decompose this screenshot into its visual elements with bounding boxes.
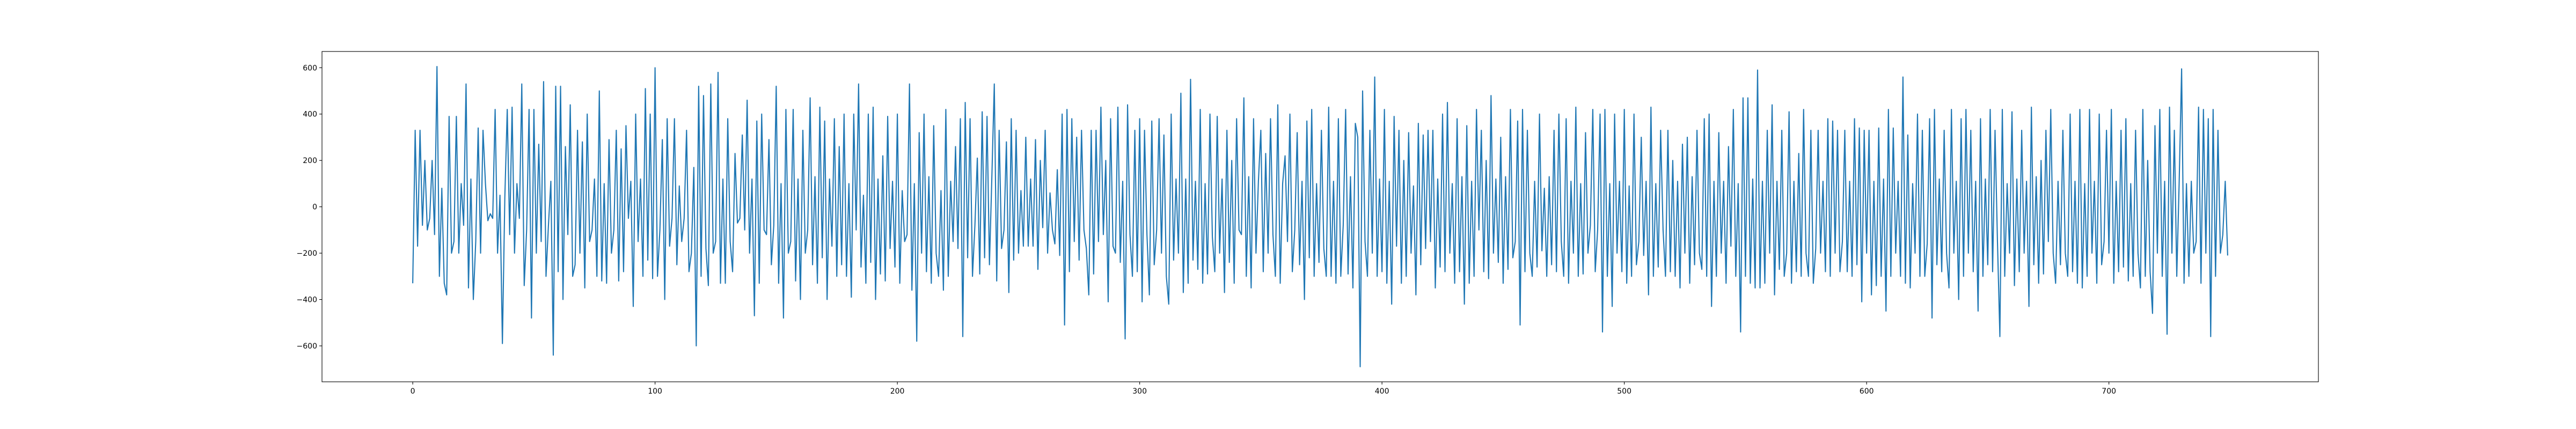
y-tick-label: 400 <box>303 110 317 119</box>
y-tick-label: 0 <box>312 203 317 212</box>
data-line <box>412 66 2228 367</box>
x-tick-label: 200 <box>890 387 905 396</box>
x-tick-label: 100 <box>648 387 662 396</box>
axes-frame <box>321 51 2319 382</box>
x-tick-label: 300 <box>1132 387 1147 396</box>
x-tick-label: 600 <box>1860 387 1874 396</box>
y-tick-label: 600 <box>303 64 317 72</box>
y-tick-label: 200 <box>303 157 317 165</box>
x-tick-label: 500 <box>1617 387 1631 396</box>
y-tick-label: −600 <box>297 342 317 351</box>
x-tick-label: 700 <box>2102 387 2116 396</box>
y-tick-label: −400 <box>297 296 317 305</box>
x-tick-label: 400 <box>1375 387 1389 396</box>
x-tick-label: 0 <box>411 387 415 396</box>
y-tick-label: −200 <box>297 249 317 258</box>
